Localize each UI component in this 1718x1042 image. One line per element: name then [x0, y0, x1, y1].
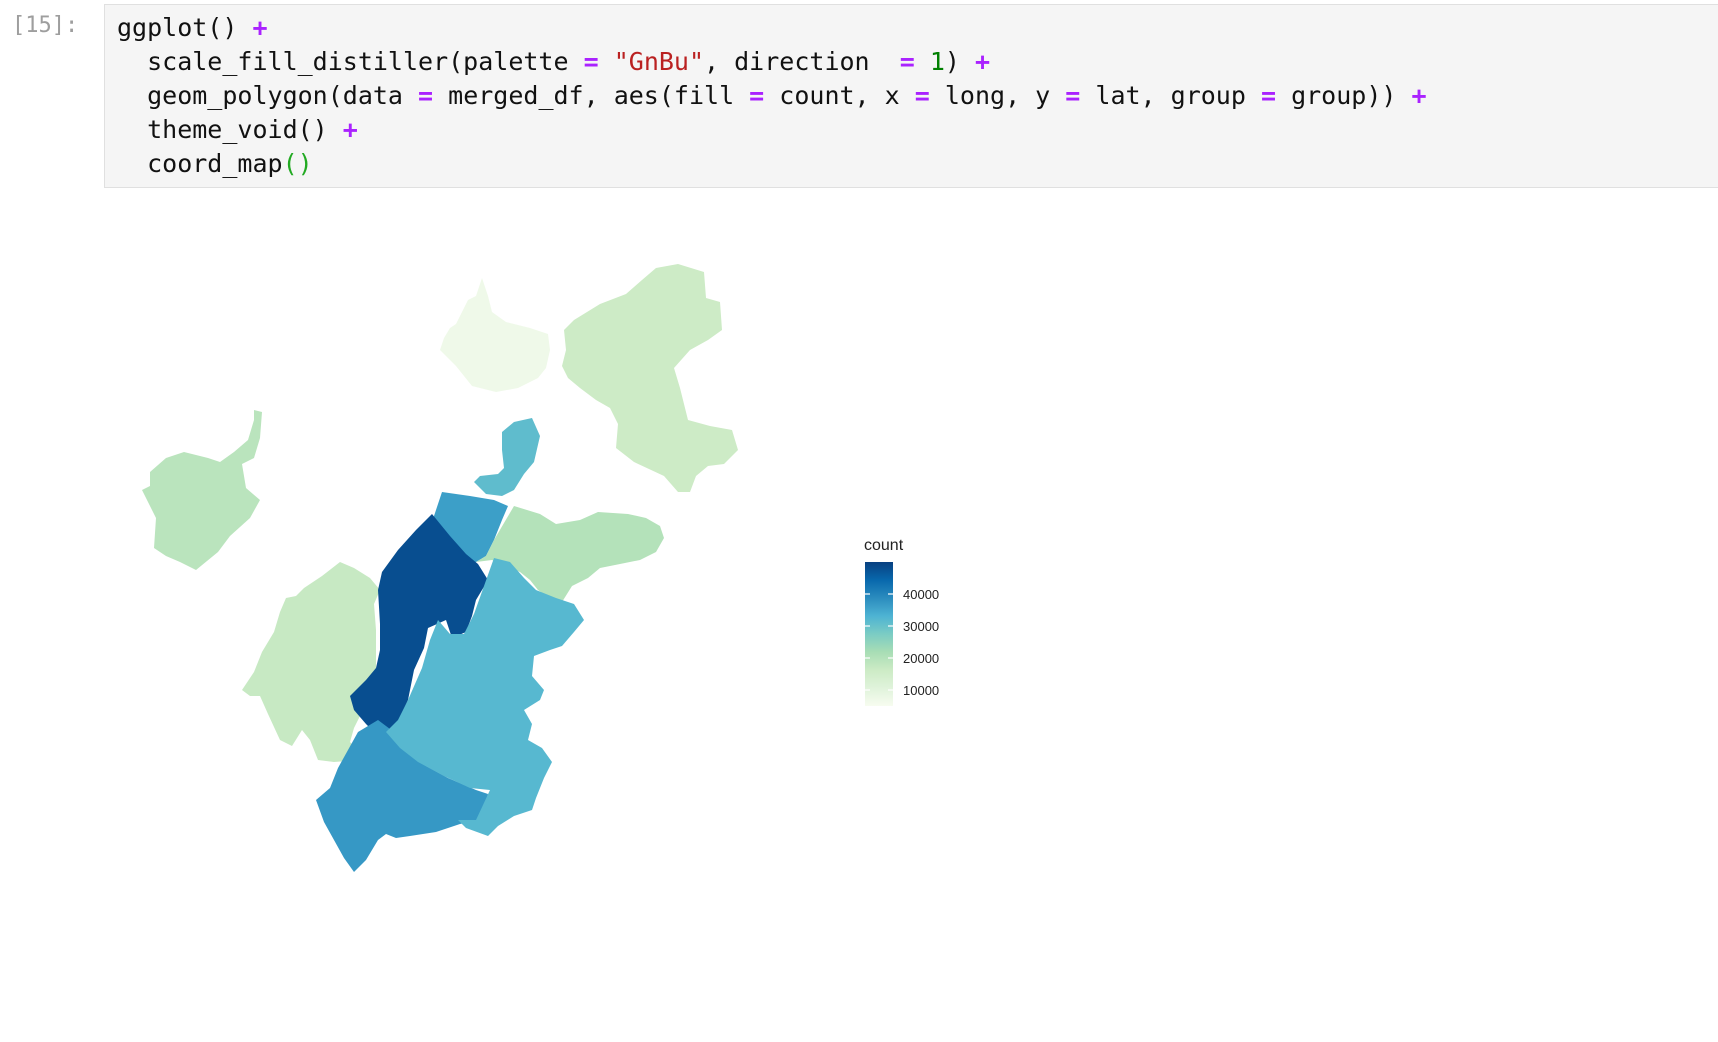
choropleth-map: count 10000 20000 30000 40000	[142, 264, 939, 872]
map-region-center-north	[474, 418, 540, 496]
map-region-west	[142, 410, 262, 570]
code-token: =	[418, 81, 434, 110]
map-region-center	[350, 514, 488, 742]
code-token: +	[342, 115, 358, 144]
code-line: coord_map()	[117, 147, 1718, 181]
map-region-south	[386, 558, 584, 836]
legend: count 10000 20000 30000 40000	[864, 537, 939, 706]
code-token: long, y	[929, 81, 1066, 110]
code-token: =	[899, 47, 915, 76]
code-token: +	[975, 47, 991, 76]
map-region-south-center	[316, 720, 488, 872]
code-line: scale_fill_distiller(palette = "GnBu", d…	[117, 45, 1718, 79]
code-token: theme_void()	[117, 115, 343, 144]
code-token: ggplot()	[117, 13, 253, 42]
map-region-center-east	[476, 506, 664, 602]
code-token: group))	[1276, 81, 1412, 110]
code-token	[915, 47, 930, 76]
code-token: )	[944, 47, 975, 76]
legend-tick-label: 30000	[903, 619, 939, 634]
map-regions	[142, 264, 738, 872]
code-token: count, x	[764, 81, 915, 110]
code-token: +	[1411, 81, 1427, 110]
code-token: =	[1260, 81, 1277, 110]
legend-tick-label: 10000	[903, 683, 939, 698]
code-token: +	[252, 13, 268, 42]
code-token	[599, 47, 614, 76]
code-line: geom_polygon(data = merged_df, aes(fill …	[117, 79, 1718, 113]
legend-tick-label: 20000	[903, 651, 939, 666]
legend-tick-label: 40000	[903, 587, 939, 602]
code-line: theme_void() +	[117, 113, 1718, 147]
code-token: "GnBu"	[613, 47, 705, 76]
map-region-north-east	[562, 264, 738, 492]
code-token: scale_fill_distiller(palette	[117, 47, 584, 76]
code-token: =	[914, 81, 930, 110]
map-region-north-west-a	[440, 278, 550, 392]
code-token: ()	[282, 149, 313, 178]
code-token: merged_df, aes(fill	[433, 81, 750, 110]
map-region-center-west	[242, 562, 380, 762]
cell-prompt: [15]:	[12, 13, 79, 38]
code-editor[interactable]: ggplot() + scale_fill_distiller(palette …	[117, 11, 1718, 181]
code-line: ggplot() +	[117, 11, 1718, 45]
code-token: coord_map	[117, 149, 283, 178]
legend-title: count	[864, 537, 904, 554]
code-token: =	[749, 81, 765, 110]
code-token: , direction	[704, 47, 900, 76]
code-token: =	[583, 47, 599, 76]
code-token: lat, group	[1080, 81, 1261, 110]
code-token: geom_polygon(data	[117, 81, 419, 110]
code-cell[interactable]: ggplot() + scale_fill_distiller(palette …	[104, 4, 1718, 188]
cell-output: count 10000 20000 30000 40000	[104, 200, 1718, 1042]
legend-colorbar	[865, 562, 893, 706]
code-token: =	[1065, 81, 1081, 110]
code-token: 1	[929, 47, 945, 76]
